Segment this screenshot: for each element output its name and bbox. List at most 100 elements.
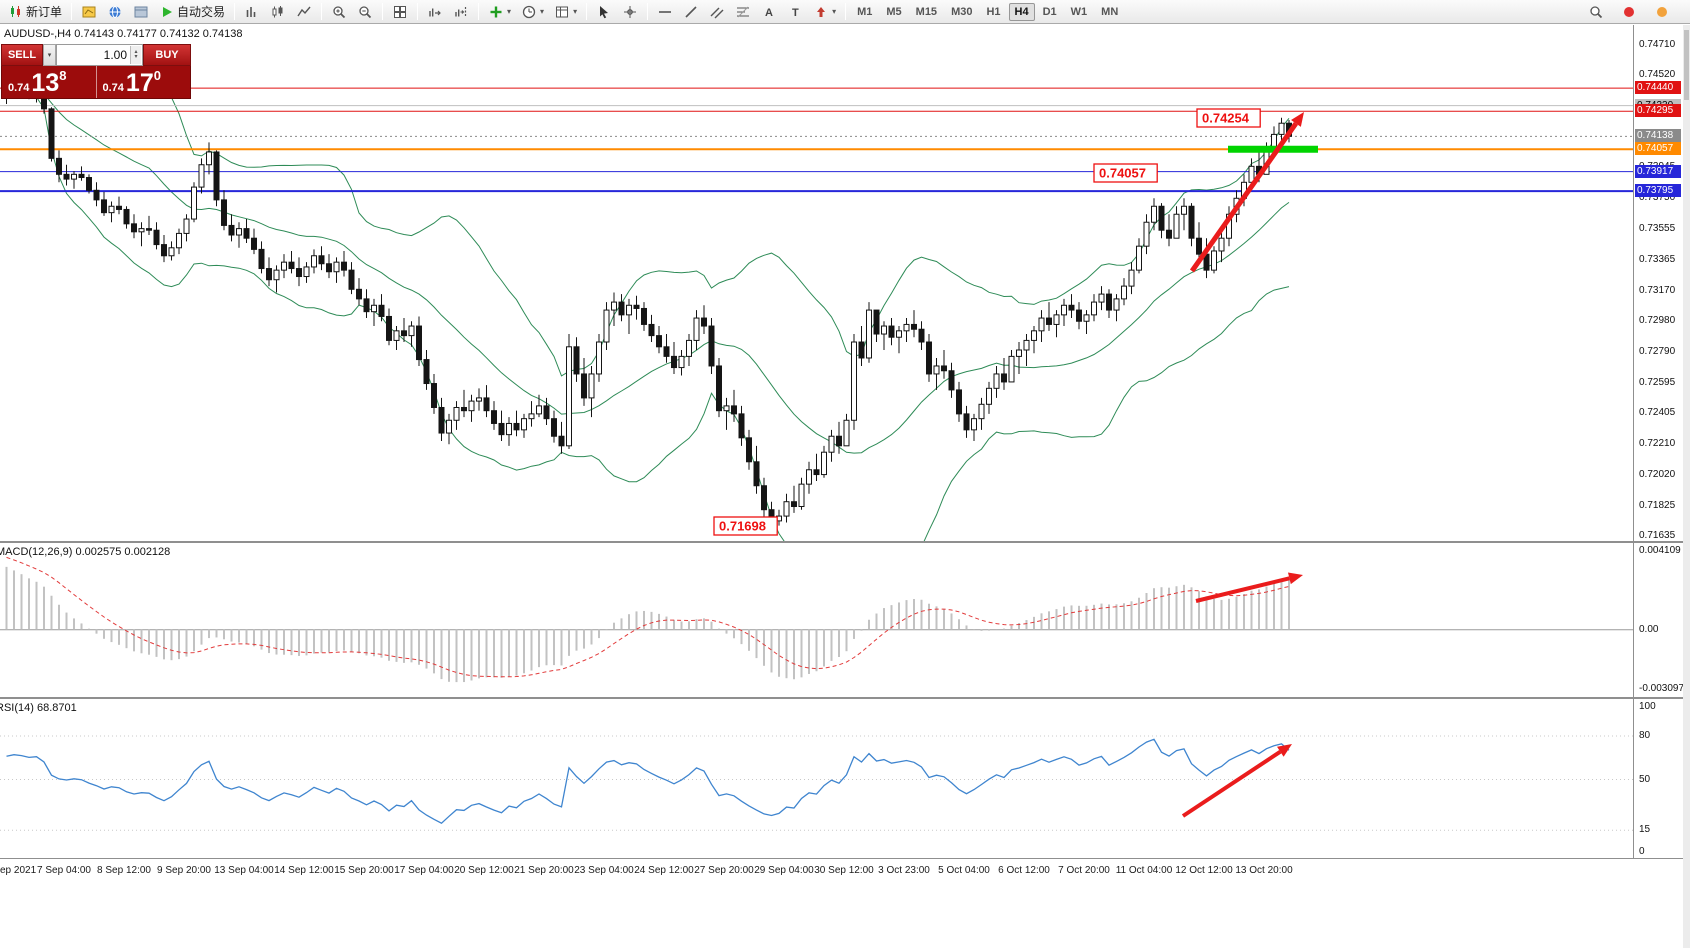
price-badge: 0.74295: [1635, 104, 1681, 118]
price-badge: 0.73795: [1635, 184, 1681, 198]
macd-axis-min: -0.003097: [1639, 683, 1685, 694]
chart-shift-button[interactable]: [449, 2, 473, 22]
stepper-down-icon[interactable]: ▾: [134, 54, 138, 60]
timeframe-m5-button[interactable]: M5: [886, 5, 902, 18]
alert-orange-button[interactable]: [1650, 2, 1674, 22]
timeframe-d1-button[interactable]: D1: [1042, 5, 1057, 18]
timeframe-w1-button[interactable]: W1: [1070, 5, 1088, 18]
macd-indicator-label: MACD(12,26,9) 0.002575 0.002128: [0, 546, 171, 558]
price-tick: 0.72595: [1639, 376, 1676, 388]
mid-price-label: [1093, 163, 1158, 183]
timeframe-h4-button[interactable]: H4: [1008, 2, 1035, 21]
volume-input[interactable]: 1.00 ▴ ▾: [56, 44, 143, 66]
autotrading-button[interactable]: 自动交易: [155, 2, 229, 22]
text-button[interactable]: A: [757, 2, 781, 22]
price-axis[interactable]: 0.747100.745200.739450.737500.735550.733…: [1634, 0, 1684, 890]
scrollbar-thumb[interactable]: [1684, 30, 1689, 100]
tile-windows-button[interactable]: [388, 2, 412, 22]
label-button[interactable]: T: [783, 2, 807, 22]
toolbar-separator: [382, 3, 384, 20]
alert-red-button[interactable]: [1617, 2, 1641, 22]
zoom-out-icon: [359, 5, 372, 18]
clock-icon: [522, 5, 536, 18]
vertical-scrollbar[interactable]: [1683, 25, 1690, 948]
zoom-in-button[interactable]: [327, 2, 351, 22]
buy-button[interactable]: BUY: [143, 44, 191, 66]
auto-scroll-icon: [429, 8, 441, 16]
volume-stepper[interactable]: ▴ ▾: [130, 46, 141, 64]
axis-border: [1633, 25, 1634, 858]
new-chart-button[interactable]: [77, 2, 101, 22]
time-label: 13 Sep 04:00: [214, 865, 274, 876]
channel-button[interactable]: [705, 2, 729, 22]
bid-prefix: 0.74: [8, 82, 30, 94]
svg-text:T: T: [792, 7, 799, 19]
cursor-button[interactable]: [592, 2, 616, 22]
price-tick: 0.72020: [1639, 468, 1676, 480]
svg-text:0.74254: 0.74254: [1202, 111, 1250, 126]
arrows-button[interactable]: ▾: [809, 2, 840, 22]
rsi-indicator-label: RSI(14) 68.8701: [0, 702, 77, 714]
sell-button[interactable]: SELL: [1, 44, 43, 66]
time-axis[interactable]: ep 2021 7 Sep 04:00 8 Sep 12:00 9 Sep 20:00…: [0, 859, 1633, 883]
line-chart-button[interactable]: [292, 2, 316, 22]
bid-big-digits: 13: [31, 69, 60, 97]
price-badge: 0.74057: [1635, 142, 1681, 156]
timeframe-m1-button[interactable]: M1: [857, 5, 873, 18]
volume-dropdown-button[interactable]: ▾: [43, 44, 56, 66]
trendline-button[interactable]: [679, 2, 703, 22]
fibonacci-button[interactable]: [731, 2, 755, 22]
horizontal-line-icon: [659, 10, 672, 13]
candle-chart-button[interactable]: [266, 2, 290, 22]
time-label: 11 Oct 04:00: [1115, 865, 1173, 876]
fibonacci-icon: [737, 6, 750, 17]
svg-text:A: A: [765, 7, 773, 19]
indicators-icon: [490, 6, 502, 17]
timeframe-h1-button[interactable]: H1: [986, 5, 1001, 18]
bollinger-bands: [6, 44, 1290, 541]
time-label: 3 Oct 23:00: [878, 865, 930, 876]
macd-axis-max: 0.004109: [1639, 545, 1681, 556]
bar-chart-button[interactable]: [240, 2, 264, 22]
templates-button[interactable]: ▾: [550, 2, 581, 22]
toolbar: 新订单 自动交易 ▾ ▾ ▾ A T ▾ M1 M5 M15 M30 H1 H4 D1 W1 MN: [0, 0, 1690, 24]
timeframe-m30-button[interactable]: M30: [951, 5, 973, 18]
play-green-icon: [163, 6, 173, 17]
toolbar-right-group: [1583, 2, 1687, 22]
volume-value: 1.00: [103, 48, 127, 62]
ask-pip-digit: 0: [153, 68, 161, 83]
timeframe-m15-button[interactable]: M15: [915, 5, 938, 18]
svg-text:0.74057: 0.74057: [1099, 166, 1146, 181]
panel-divider[interactable]: [0, 541, 1690, 543]
price-tick: 0.72980: [1639, 315, 1676, 327]
periods-button[interactable]: ▾: [517, 2, 548, 22]
macd-panel: [0, 556, 1633, 683]
price-tick: 0.74520: [1639, 69, 1676, 81]
panel-divider[interactable]: [0, 697, 1690, 699]
rsi-trend-arrow: [1181, 750, 1282, 818]
search-icon: [1590, 5, 1603, 18]
macd-trend-arrow: [1195, 576, 1290, 603]
red-dot-icon: [1624, 6, 1634, 17]
zoom-out-button[interactable]: [353, 2, 377, 22]
time-label: 23 Sep 04:00: [574, 865, 634, 876]
search-button[interactable]: [1584, 2, 1608, 22]
price-tick: 0.71825: [1639, 499, 1676, 511]
macd-signal-line: [6, 556, 1290, 678]
horizontal-line-button[interactable]: [653, 2, 677, 22]
navigator-icon: [134, 6, 148, 17]
navigator-button[interactable]: [129, 2, 153, 22]
time-label: 6 Oct 12:00: [998, 865, 1050, 876]
stepper-up-icon[interactable]: ▴: [134, 49, 138, 55]
timeframe-mn-button[interactable]: MN: [1101, 5, 1119, 18]
new-order-button[interactable]: 新订单: [4, 2, 66, 22]
crosshair-button[interactable]: [618, 2, 642, 22]
indicators-button[interactable]: ▾: [484, 2, 515, 22]
time-label: 24 Sep 12:00: [634, 865, 694, 876]
channel-icon: [710, 7, 724, 18]
auto-scroll-button[interactable]: [423, 2, 447, 22]
price-chart[interactable]: 0.74254 0.74057 0.71698: [0, 0, 1633, 948]
profiles-button[interactable]: [103, 2, 127, 22]
toolbar-separator: [845, 3, 847, 20]
low-price-label: [713, 516, 778, 536]
